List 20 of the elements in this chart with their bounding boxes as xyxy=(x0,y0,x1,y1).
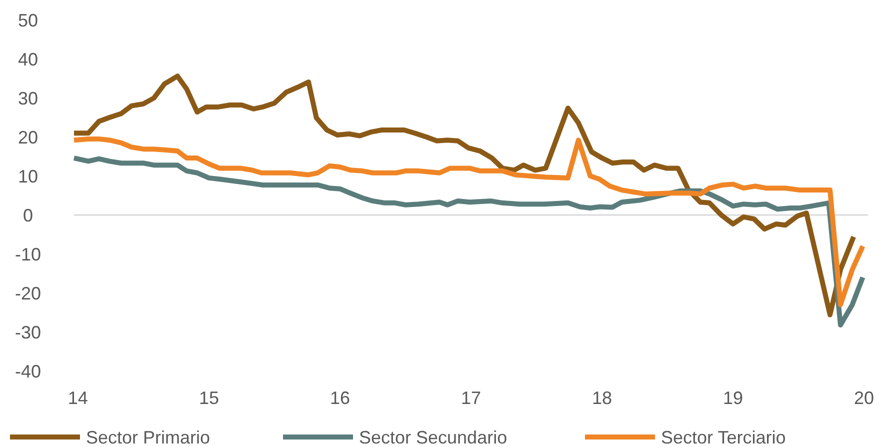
y-tick-label: 0 xyxy=(22,205,34,226)
legend-label: Sector Secundario xyxy=(359,427,508,447)
y-tick-label: -40 xyxy=(14,361,42,382)
x-tick-label: 17 xyxy=(460,388,482,408)
legend-label: Sector Primario xyxy=(86,427,210,447)
y-tick-label: -30 xyxy=(14,322,42,342)
y-tick-label: 30 xyxy=(18,88,38,108)
y-tick-label: -10 xyxy=(14,244,42,264)
x-tick-label: 14 xyxy=(68,388,88,408)
y-tick-label: 20 xyxy=(18,127,38,148)
legend-label: Sector Terciario xyxy=(661,427,786,447)
y-tick-label: -20 xyxy=(14,283,42,304)
y-tick-label: 10 xyxy=(18,166,38,186)
x-tick-label: 15 xyxy=(198,388,219,408)
x-tick-label: 19 xyxy=(723,388,744,408)
y-tick-label: 50 xyxy=(18,10,38,30)
x-tick-label: 18 xyxy=(592,388,612,408)
y-tick-label: 40 xyxy=(18,49,38,70)
x-tick-label: 20 xyxy=(854,388,874,408)
x-tick-label: 16 xyxy=(330,388,350,408)
